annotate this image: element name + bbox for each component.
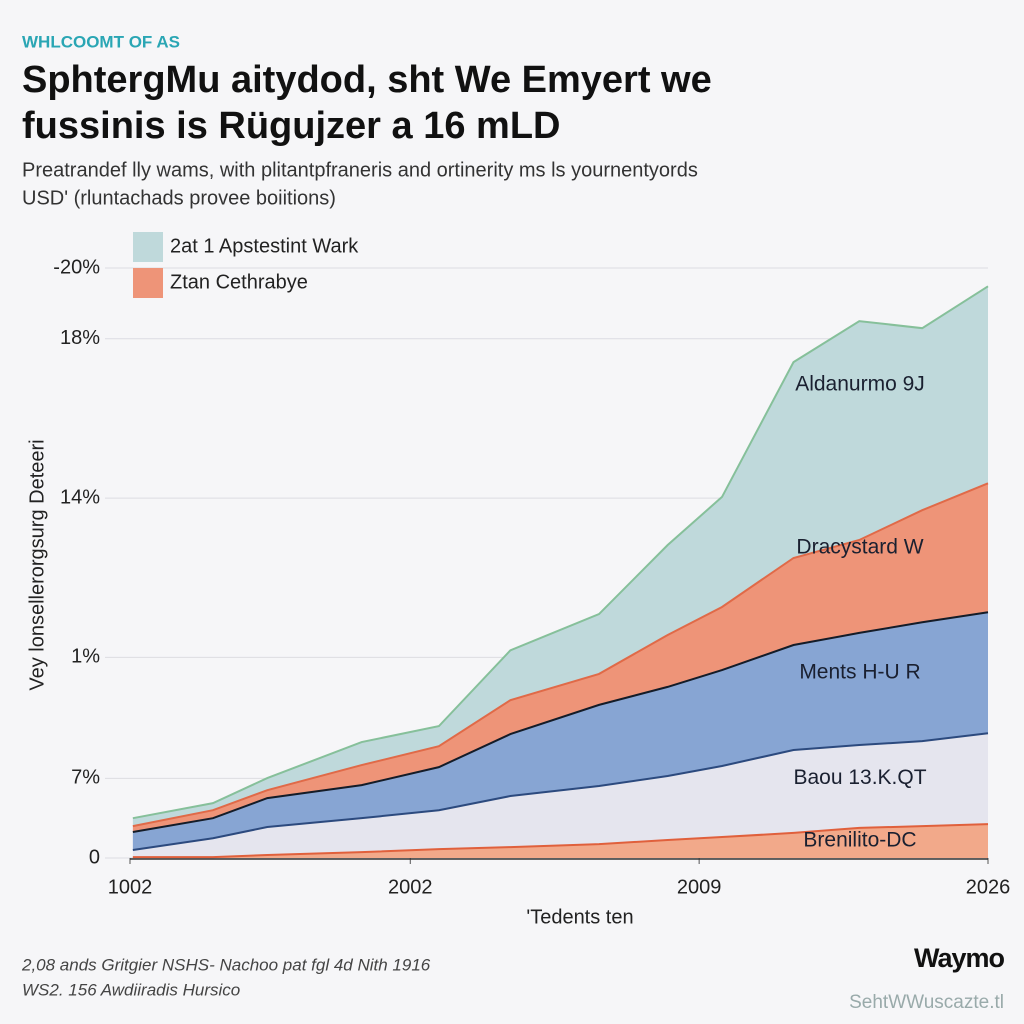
footnote: 2,08 ands Gritgier NSHS- Nachoo pat fgl … [21,955,431,974]
legend-swatch [133,232,163,262]
subtitle: Preatrandef lly wams, with plitantpfrane… [22,159,698,181]
y-tick-label: 18% [60,327,100,349]
x-tick-label: 1002 [108,876,153,898]
y-tick-label: -20% [53,256,100,278]
chart-title: fussinis is Rügujzer a 16 mLD [22,105,560,147]
x-tick-label: 2002 [388,876,433,898]
area-fill [132,733,989,858]
plot-area [130,285,989,860]
y-tick-label: 7% [71,767,100,789]
footnote: WS2. 156 Awdiiradis Hursico [22,980,240,999]
area-line [132,611,989,834]
series-label: Baou 13.K.QT [793,766,926,789]
legend-swatch [133,268,163,298]
y-tick-label: 1% [71,646,100,668]
subtitle: USD' (rluntachads provee boiitions) [22,187,336,209]
legend-label: Ztan Cethrabye [170,271,308,293]
area-fill [132,612,989,851]
area-line [132,482,989,828]
area-fill [132,824,989,858]
chart-title: SphtergMu aitydod, sht We Emyert we [22,59,712,101]
legend-label: 2at 1 Apstestint Wark [170,235,359,257]
area-fill [132,286,989,827]
series-label: Aldanurmo 9J [795,372,925,395]
area-line [132,823,989,859]
labels: -20% 18% 14% 1% 7% 0 1002 2002 2009 2026 Brenilito… [53,232,1010,898]
y-tick-label: 0 [89,846,100,868]
x-tick-label: 2026 [966,876,1011,898]
kicker: WHLCOOMT OF AS [22,32,180,51]
area-line [132,285,989,820]
x-tick-label: 2009 [677,876,722,898]
series-label: Ments H-U R [799,660,920,683]
series-label: Brenilito-DC [803,829,916,852]
series-label: Dracystard W [796,535,923,558]
y-axis-title: Vey lonsellerorgsurg Deteeri [26,439,48,690]
x-axis-title: 'Tedents ten [526,906,633,928]
credit: SehtWWuscazte.tl [849,992,1004,1013]
y-tick-label: 14% [60,486,100,508]
brand: Waymo [914,943,1005,973]
area-line [132,732,989,852]
